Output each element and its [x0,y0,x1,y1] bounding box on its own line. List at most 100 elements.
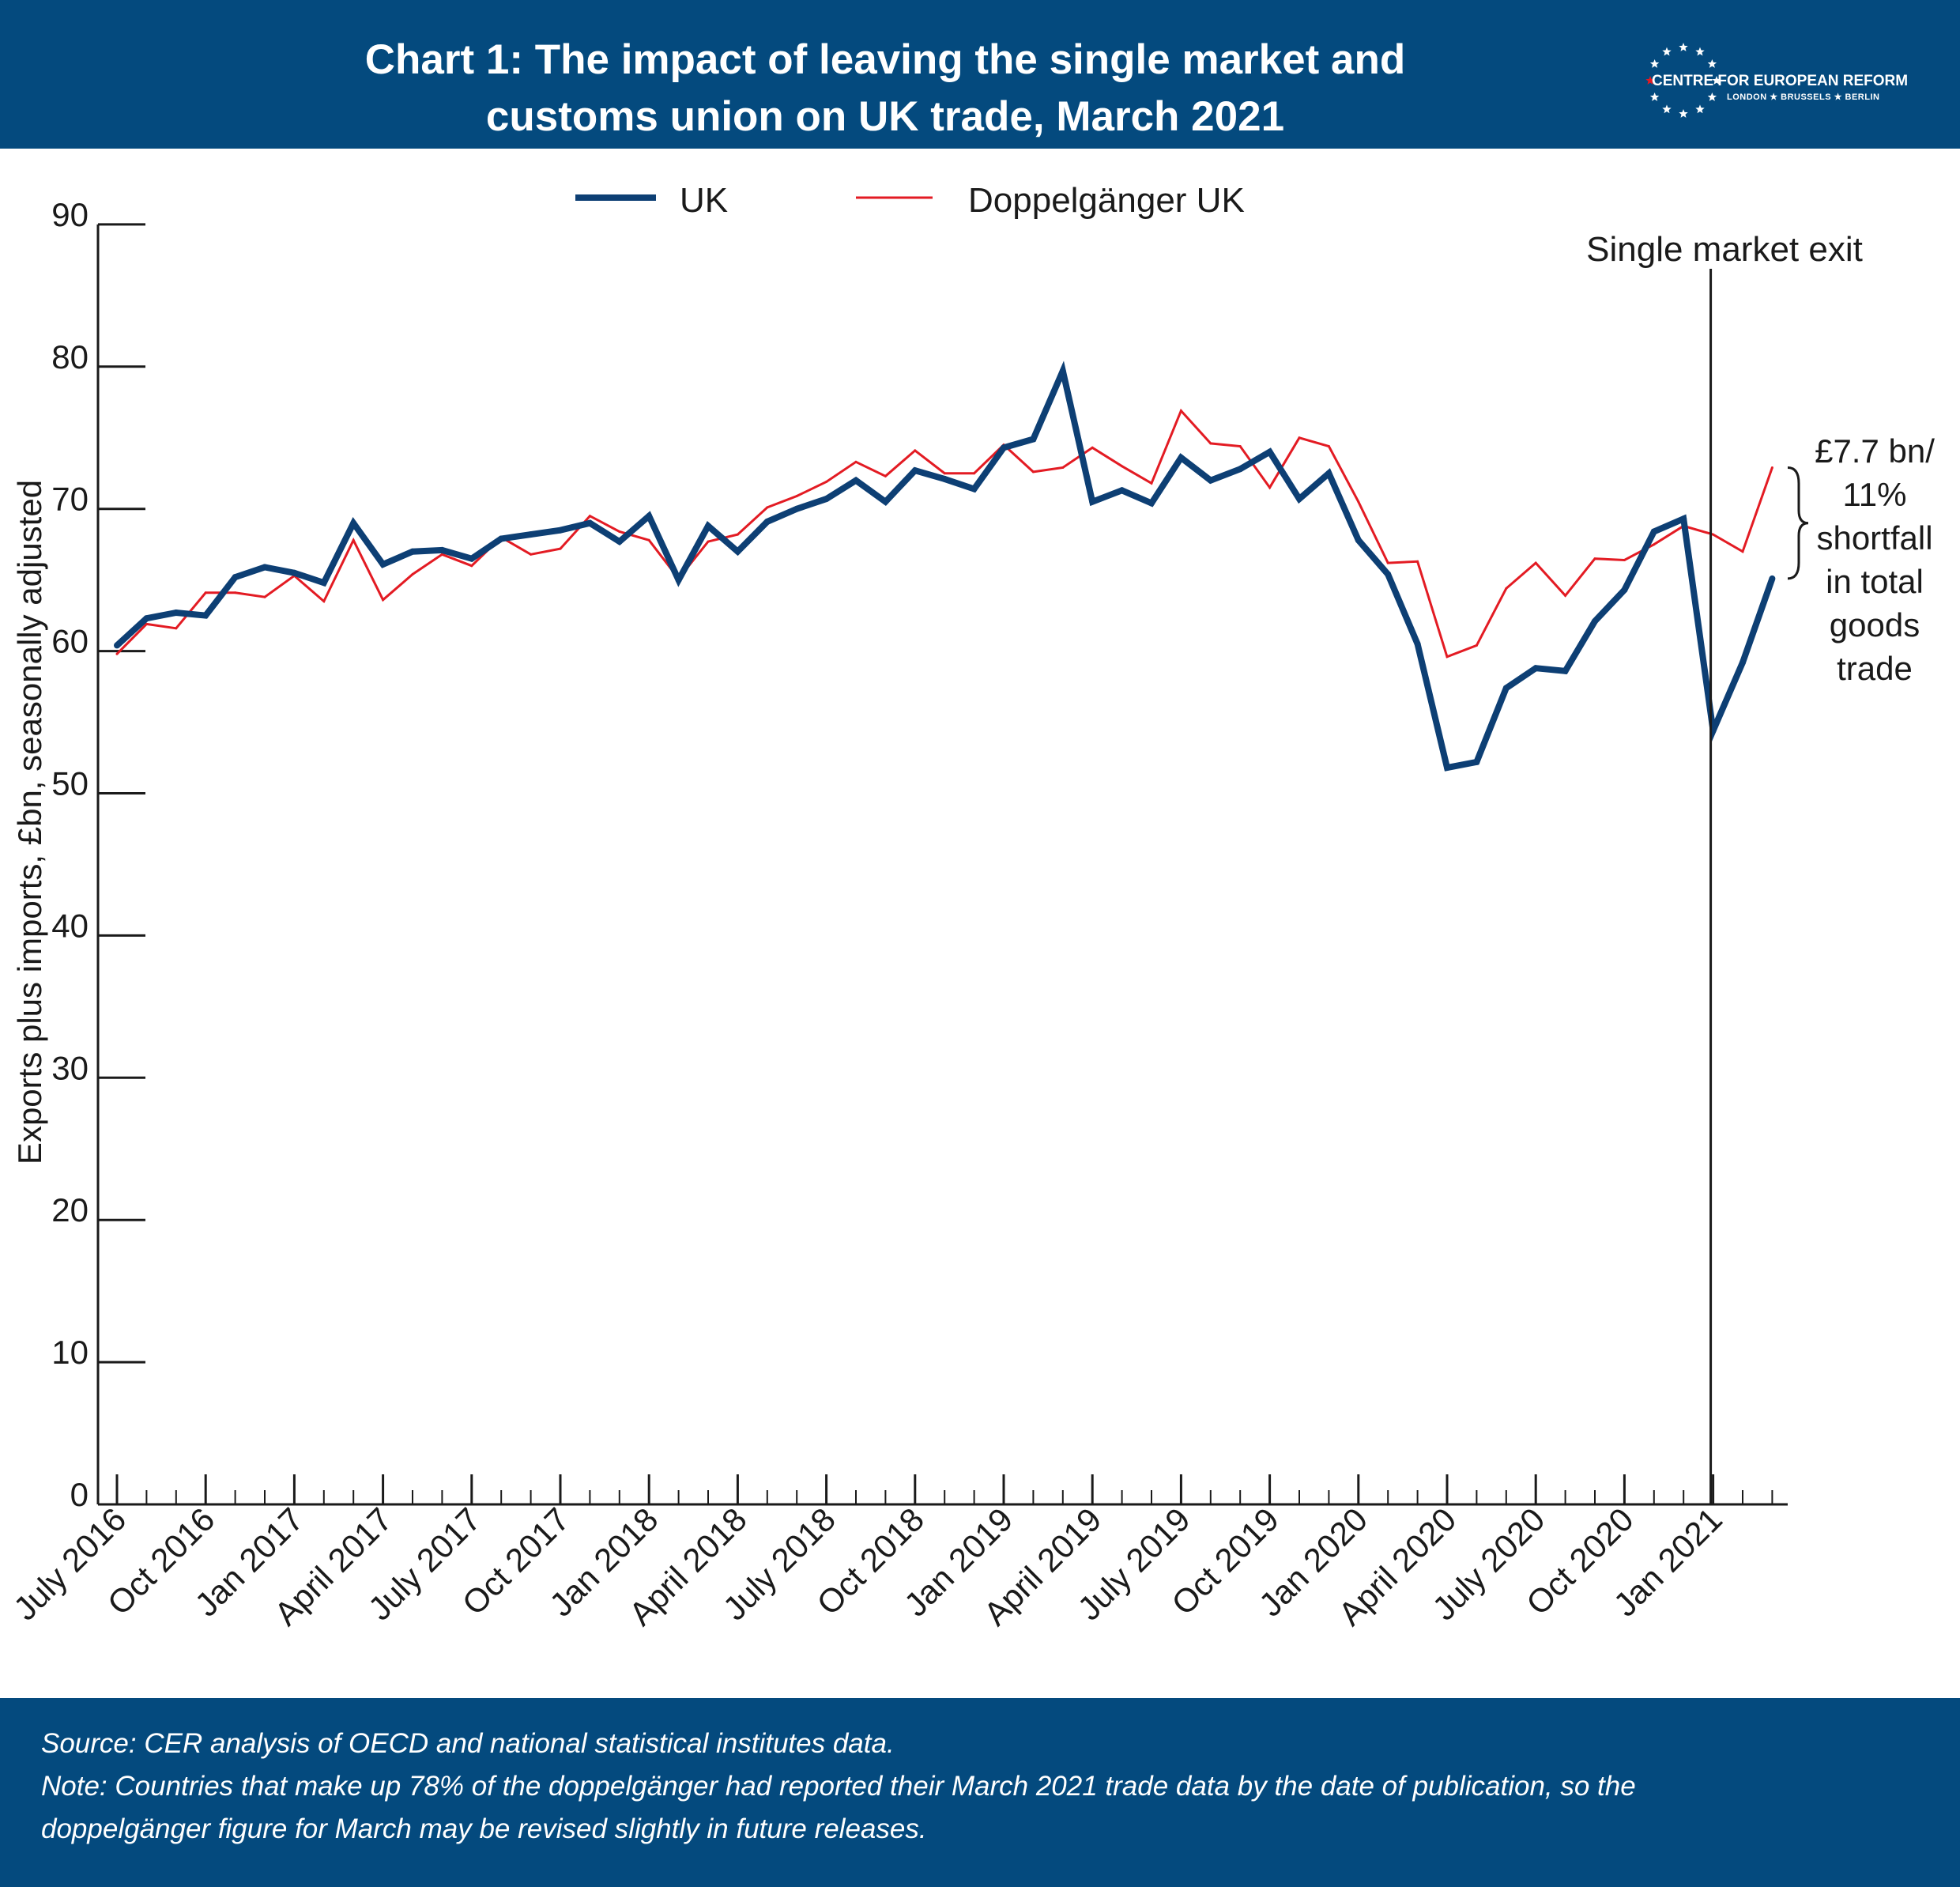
data-point [973,472,976,475]
data-point [853,477,859,484]
data-point [1001,444,1007,451]
data-point [145,622,148,625]
data-point [1505,587,1508,590]
logo-star [1707,59,1717,68]
series-uk [114,360,1776,772]
data-point [1473,758,1480,765]
data-point [1237,466,1244,473]
data-point [557,526,564,534]
data-point [352,538,355,542]
data-point [1148,500,1155,507]
y-tick-label: 10 [51,1334,89,1371]
data-point [675,576,682,583]
legend: UK Doppelgänger UK [575,181,1245,220]
data-point [734,548,741,555]
data-point [1650,528,1657,535]
data-point [263,595,266,598]
data-point [1740,659,1746,666]
data-point [647,538,650,542]
data-point [1385,571,1392,578]
data-point [795,495,798,497]
y-tick-label: 0 [70,1476,89,1513]
data-point [115,652,119,655]
data-point [1031,470,1035,474]
data-point [409,548,416,555]
data-point [825,481,828,483]
data-point [1298,436,1301,440]
data-point [175,627,178,630]
note-line1: Note: Countries that make up 78% of the … [41,1771,1636,1802]
series-line [115,360,1776,772]
data-point [588,515,591,518]
data-point [114,642,120,649]
y-tick-label: 90 [51,196,89,233]
data-point [350,519,357,526]
data-point [1770,466,1773,469]
data-point [763,518,771,525]
y-tick-label: 80 [51,338,89,376]
logo-star [1712,76,1721,85]
data-point [1238,445,1242,447]
legend-uk-label: UK [680,181,728,220]
shortfall-brace [1787,466,1809,580]
data-point [1179,409,1182,413]
data-point [914,449,917,452]
data-point [1118,487,1125,494]
data-point [1444,764,1450,772]
data-point [1621,587,1628,594]
data-point [234,591,237,594]
data-point [291,569,298,576]
logo-star [1695,47,1705,56]
data-point [941,475,948,482]
data-point [705,523,711,530]
data-point [646,512,653,519]
data-point [1564,594,1567,597]
data-point [322,600,326,603]
data-point [1446,655,1449,659]
data-point [232,574,239,581]
logo-star [1662,104,1672,114]
y-tick-label: 70 [51,481,89,518]
y-tick-label: 30 [51,1049,89,1086]
data-point [262,564,268,571]
data-point [1325,470,1332,477]
data-point [1089,498,1096,505]
data-point [1059,368,1066,375]
data-point [971,485,978,493]
data-point [736,533,739,536]
shortfall-label-line: in total [1826,563,1924,600]
data-point [1623,559,1626,561]
data-point [530,553,533,556]
data-point [1121,465,1124,468]
logo-star [1679,43,1688,51]
data-point [1741,550,1744,553]
y-tick-label: 60 [51,623,89,660]
data-point [823,496,830,503]
data-point [793,505,801,512]
data-point [882,498,889,505]
y-tick-label: 50 [51,765,89,802]
header-banner: Chart 1: The impact of leaving the singl… [0,0,1960,149]
shortfall-label-line: trade [1837,650,1913,687]
data-point [1593,557,1596,560]
logo-star [1645,76,1655,85]
data-point [320,579,327,587]
shortfall-label-line: 11% [1843,476,1907,513]
data-point [1091,446,1094,449]
data-point [1030,436,1037,443]
data-point [618,530,621,533]
data-point [1355,537,1362,544]
shortfall-label-line: shortfall [1816,519,1932,557]
logo-star [1649,59,1660,68]
data-point [1178,454,1185,461]
data-point [440,553,443,556]
shortfall-label-line: goods [1830,606,1920,643]
data-point [1061,466,1065,469]
data-point [172,610,179,616]
data-point [884,474,887,477]
logo-star [1679,109,1688,118]
logo-star [1695,104,1705,114]
logo-star [1662,47,1672,56]
data-point [1357,500,1360,504]
annotations: Single market exit £7.7 bn/11% shortfall in… [1586,230,1935,1504]
